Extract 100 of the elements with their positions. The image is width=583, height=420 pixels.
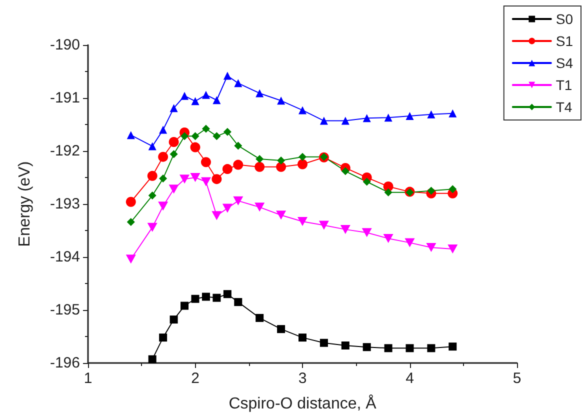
point [222, 204, 232, 213]
point [384, 114, 392, 122]
point [254, 162, 265, 172]
y-tick-label: -190 [50, 36, 80, 54]
x-tick-label: 5 [512, 370, 522, 387]
point [190, 142, 200, 152]
point [170, 316, 178, 324]
point [190, 173, 200, 182]
point [168, 136, 179, 147]
point [298, 334, 306, 342]
point [233, 160, 244, 170]
point [148, 192, 156, 200]
point [384, 344, 392, 352]
point [158, 152, 168, 162]
point [126, 131, 135, 140]
y-tick-label: -195 [50, 302, 80, 318]
point [212, 96, 221, 104]
point [298, 216, 308, 226]
point [320, 338, 328, 347]
point [200, 157, 211, 168]
legend-label: S4 [556, 55, 574, 71]
point [298, 152, 306, 161]
point [340, 224, 350, 234]
point [212, 132, 221, 140]
point [223, 72, 232, 80]
point [159, 174, 168, 183]
point [202, 124, 210, 133]
x-tick-label: 1 [84, 370, 92, 387]
point [298, 159, 308, 170]
point [362, 178, 371, 186]
point [212, 174, 222, 184]
point [212, 211, 222, 220]
point [126, 218, 135, 226]
y-tick-label: -193 [50, 196, 80, 212]
point [318, 220, 329, 230]
point [148, 142, 156, 150]
point [341, 116, 350, 125]
point [384, 188, 392, 196]
x-axis-title: Cspiro-O distance, Å [228, 394, 377, 412]
point [147, 222, 158, 232]
point [223, 290, 232, 298]
point [200, 177, 211, 186]
point [168, 184, 179, 194]
point [426, 242, 436, 252]
point [148, 355, 156, 364]
point [427, 344, 436, 352]
point [341, 167, 350, 176]
y-tick-label: -196 [50, 354, 80, 372]
point [191, 294, 200, 303]
point [276, 210, 286, 220]
point [256, 314, 264, 322]
point [362, 343, 371, 352]
point [180, 92, 189, 100]
point [362, 114, 371, 122]
point [202, 90, 210, 99]
point [234, 79, 242, 88]
point [383, 182, 394, 192]
point [276, 162, 286, 172]
point [406, 112, 414, 120]
point [180, 302, 189, 310]
point [277, 96, 286, 105]
legend-label: S0 [556, 11, 574, 27]
point [234, 298, 242, 306]
point [170, 150, 178, 158]
x-tick-label: 2 [191, 370, 200, 387]
point [256, 89, 264, 98]
point [298, 106, 306, 114]
point [126, 254, 136, 264]
legend-label: T4 [556, 99, 572, 115]
point [223, 128, 232, 136]
point [212, 294, 221, 302]
point [158, 202, 168, 211]
point [254, 202, 265, 212]
point [427, 110, 436, 118]
point [233, 196, 244, 206]
legend-label: T1 [556, 77, 572, 93]
point [159, 126, 168, 134]
point [448, 185, 457, 194]
x-tick-label: 3 [298, 370, 307, 387]
point [406, 344, 414, 352]
point [159, 334, 168, 342]
point [448, 342, 457, 351]
point [234, 142, 242, 150]
point [362, 228, 372, 238]
point [277, 156, 286, 165]
point [147, 170, 158, 181]
point [202, 292, 210, 301]
legend-label: S1 [556, 33, 574, 49]
point [448, 244, 458, 254]
point [126, 196, 136, 207]
y-tick-label: -192 [50, 142, 80, 160]
point [383, 234, 394, 243]
point [320, 116, 328, 125]
point [448, 109, 457, 118]
point [180, 174, 190, 184]
point [222, 164, 232, 174]
y-tick-label: -191 [50, 90, 80, 106]
point [170, 104, 178, 112]
x-tick-label: 4 [406, 370, 414, 387]
point [180, 132, 189, 140]
